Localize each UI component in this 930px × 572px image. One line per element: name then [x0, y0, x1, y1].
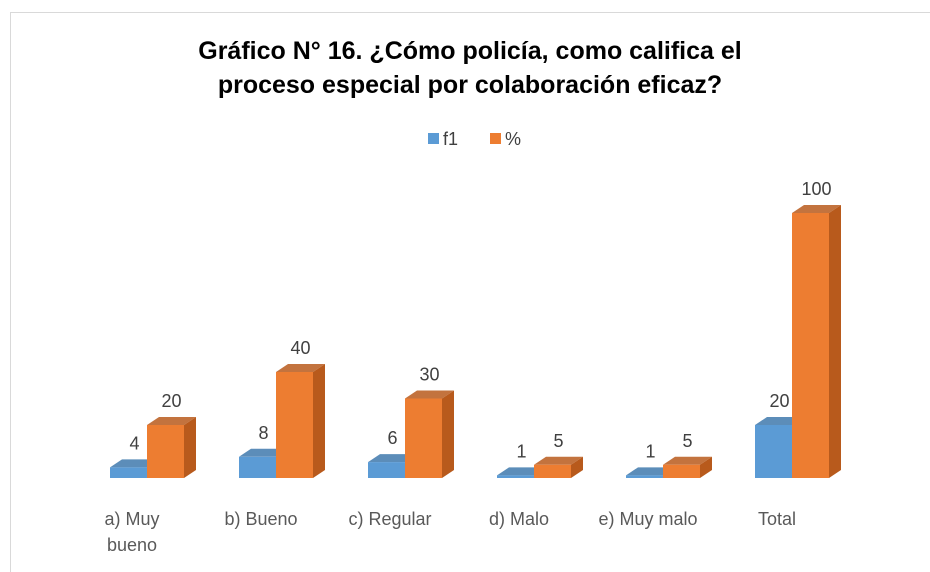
data-label: 100 [801, 179, 831, 199]
bar [239, 456, 276, 478]
legend-swatch [428, 133, 439, 144]
bar-side [700, 456, 712, 478]
bar [534, 464, 571, 478]
bar [405, 398, 442, 478]
x-tick-label: c) Regular [348, 509, 432, 529]
bar-top [239, 448, 288, 457]
x-tick-label: e) Muy malo [598, 509, 698, 529]
x-tick-label: a) Muy bueno [104, 509, 160, 555]
bar-top [368, 454, 417, 463]
bar [792, 213, 829, 478]
x-tick-label: b) Bueno [224, 509, 298, 529]
bar [368, 462, 405, 478]
data-label: 5 [682, 431, 692, 451]
chart-frame [10, 12, 930, 572]
legend-label: % [505, 129, 521, 149]
bar-top [626, 467, 675, 476]
data-label: 20 [769, 391, 789, 411]
bar-side [313, 364, 325, 478]
bar-side [184, 417, 196, 478]
data-label: 8 [258, 423, 268, 443]
bar-top [276, 364, 325, 372]
bar [276, 372, 313, 478]
bar-top [497, 467, 546, 476]
bar [147, 425, 184, 478]
data-label: 20 [161, 391, 181, 411]
bar-top [663, 456, 712, 465]
bar-top [405, 390, 454, 399]
chart-title: Gráfico N° 16. ¿Cómo policía, como calif… [198, 37, 742, 99]
legend-swatch [490, 133, 501, 144]
bar [755, 425, 792, 478]
data-label: 4 [129, 433, 139, 453]
bar [663, 464, 700, 478]
data-label: 40 [290, 338, 310, 358]
bar-side [571, 456, 583, 478]
bar [110, 467, 147, 478]
bar-side [829, 205, 841, 478]
bar-side [442, 390, 454, 478]
legend-label: f1 [443, 129, 458, 149]
bar [497, 475, 534, 478]
bar-top [110, 459, 159, 468]
bar-top [792, 205, 841, 213]
data-label: 6 [387, 428, 397, 448]
bar-top [755, 417, 804, 425]
data-label: 30 [419, 365, 439, 385]
data-label: 1 [645, 441, 655, 461]
bar-top [534, 456, 583, 465]
x-tick-label: Total [757, 509, 797, 529]
data-label: 1 [516, 441, 526, 461]
bar-top [147, 417, 196, 425]
data-label: 5 [553, 431, 563, 451]
x-tick-label: d) Malo [488, 509, 550, 529]
bar [626, 475, 663, 478]
